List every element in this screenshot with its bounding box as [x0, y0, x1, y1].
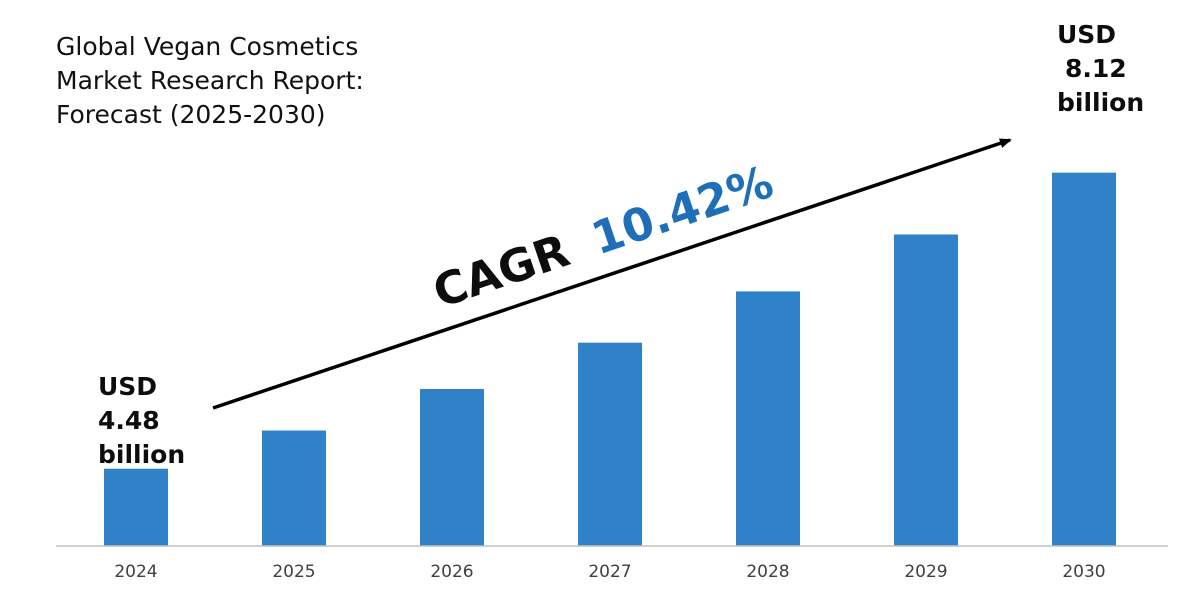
end-value: 8.12	[1065, 54, 1127, 83]
x-tick-label: 2028	[746, 562, 789, 582]
x-tick-label: 2024	[114, 562, 157, 582]
cagr-label: CAGR	[427, 224, 576, 319]
x-tick-label: 2030	[1062, 562, 1105, 582]
bar-2028	[736, 291, 800, 546]
x-tick-label: 2029	[904, 562, 947, 582]
start-value-callout: USD 4.48 billion	[98, 370, 185, 472]
end-currency: USD	[1057, 20, 1117, 49]
x-tick-label: 2025	[272, 562, 315, 582]
bar-2030	[1052, 172, 1116, 547]
start-currency: USD	[98, 372, 158, 401]
chart-title-line: Global Vegan Cosmetics	[56, 32, 359, 61]
bar-2029	[894, 234, 958, 546]
x-tick-label: 2026	[430, 562, 473, 582]
bar-2026	[420, 389, 484, 546]
chart-title-line: Forecast (2025-2030)	[56, 100, 326, 129]
bar-2025	[262, 430, 326, 546]
chart-title-line: Market Research Report:	[56, 66, 364, 95]
end-unit: billion	[1057, 88, 1145, 117]
start-value: 4.48	[98, 406, 160, 435]
bar-2027	[578, 342, 642, 546]
end-value-callout: USD 8.12 billion	[1057, 18, 1144, 120]
start-unit: billion	[98, 440, 186, 469]
x-tick-label: 2027	[588, 562, 631, 582]
trend-arrow	[212, 138, 1012, 410]
bar-2024	[104, 468, 168, 546]
chart-title: Global Vegan Cosmetics Market Research R…	[56, 30, 476, 132]
